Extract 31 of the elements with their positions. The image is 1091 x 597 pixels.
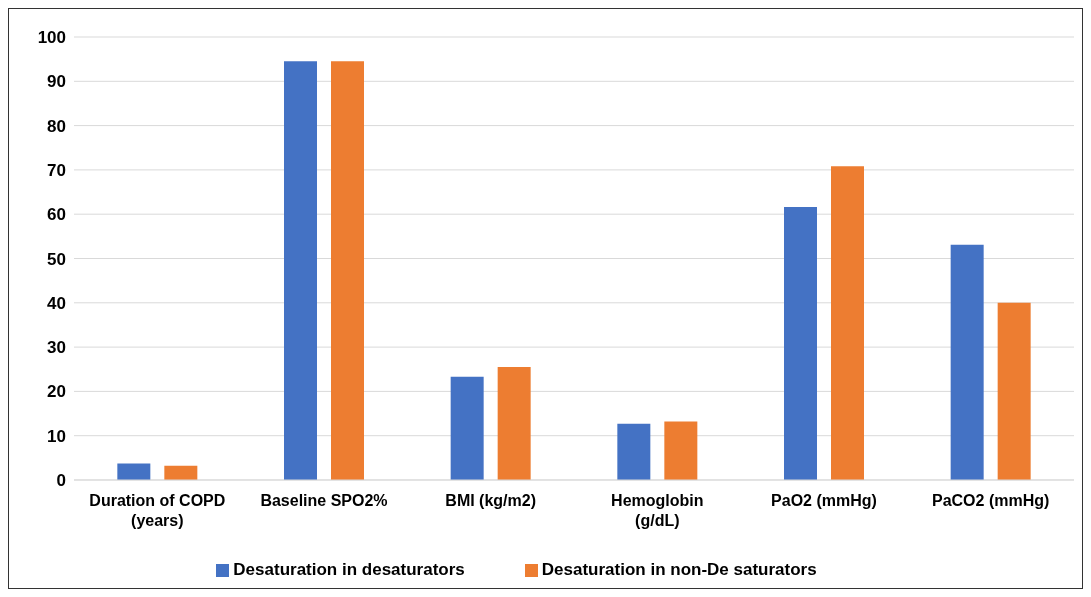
bar: [950, 244, 984, 480]
y-tick-label: 70: [47, 160, 66, 180]
x-tick-label: Baseline SPO2%: [260, 492, 388, 509]
legend-label: Desaturation in non-De saturators: [541, 560, 817, 579]
y-tick-label: 60: [47, 205, 66, 225]
y-tick-label: 50: [47, 249, 66, 269]
y-tick-label: 40: [47, 293, 66, 313]
bar: [784, 207, 817, 480]
y-tick-label: 80: [47, 116, 66, 136]
x-tick-label: PaCO2 (mmHg): [931, 492, 1050, 509]
y-tick-label: 0: [56, 471, 66, 491]
bar: [664, 421, 698, 480]
bar: [997, 302, 1031, 480]
bar: [617, 423, 651, 480]
legend-label: Desaturation in desaturators: [233, 560, 465, 579]
y-tick-label: 90: [47, 72, 66, 92]
y-tick-label: 30: [47, 338, 66, 358]
bar: [450, 376, 484, 480]
x-tick-label: PaO2 (mmHg): [771, 492, 877, 509]
y-tick-label: 100: [37, 28, 66, 48]
x-tick-label: BMI (kg/m2): [445, 492, 536, 509]
x-tick-label: Duration of COPD (years): [89, 492, 226, 529]
y-tick-label: 20: [47, 382, 66, 402]
bar: [331, 61, 364, 480]
bar: [164, 465, 198, 480]
bar: [284, 61, 317, 480]
x-tick-label: Hemoglobin (g/dL): [611, 492, 704, 529]
bar: [117, 463, 151, 480]
y-tick-label: 10: [47, 426, 66, 446]
bar: [831, 166, 864, 480]
bar: [497, 367, 531, 480]
